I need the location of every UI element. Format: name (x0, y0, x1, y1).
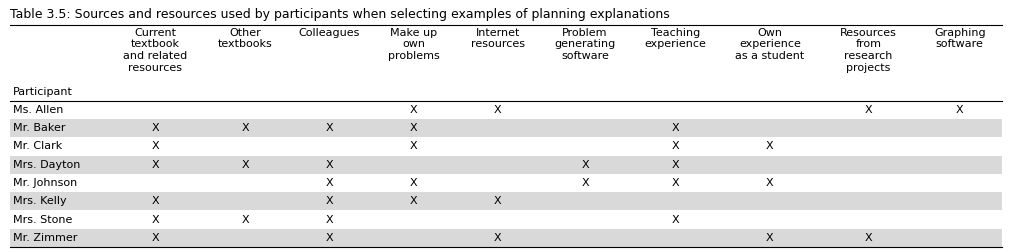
Text: Teaching
experience: Teaching experience (644, 28, 706, 49)
Text: X: X (409, 178, 417, 188)
Text: X: X (242, 160, 249, 170)
Text: X: X (152, 196, 159, 206)
Text: Mrs. Kelly: Mrs. Kelly (13, 196, 67, 206)
Bar (10, 156, 1001, 174)
Bar (10, 229, 1001, 247)
Text: X: X (863, 233, 871, 243)
Text: X: X (580, 178, 588, 188)
Text: X: X (409, 105, 417, 115)
Text: Mrs. Stone: Mrs. Stone (13, 214, 73, 225)
Text: Other
textbooks: Other textbooks (217, 28, 272, 49)
Text: Mrs. Dayton: Mrs. Dayton (13, 160, 81, 170)
Text: X: X (671, 178, 678, 188)
Text: X: X (863, 105, 871, 115)
Text: Make up
own
problems: Make up own problems (387, 28, 439, 61)
Text: X: X (765, 178, 772, 188)
Text: X: X (242, 214, 249, 225)
Text: Mr. Baker: Mr. Baker (13, 123, 66, 133)
Text: X: X (409, 141, 417, 151)
Text: X: X (326, 233, 333, 243)
Text: X: X (671, 214, 678, 225)
Text: X: X (326, 196, 333, 206)
Text: X: X (326, 178, 333, 188)
Text: X: X (152, 141, 159, 151)
Text: X: X (765, 233, 772, 243)
Text: X: X (493, 196, 501, 206)
Text: X: X (152, 160, 159, 170)
Text: X: X (409, 196, 417, 206)
Bar (10, 192, 1001, 210)
Bar (10, 119, 1001, 137)
Text: X: X (493, 105, 501, 115)
Text: X: X (409, 123, 417, 133)
Text: X: X (152, 214, 159, 225)
Text: X: X (493, 233, 501, 243)
Text: Problem
generating
software: Problem generating software (554, 28, 615, 61)
Text: Mr. Zimmer: Mr. Zimmer (13, 233, 78, 243)
Text: Mr. Johnson: Mr. Johnson (13, 178, 77, 188)
Text: X: X (152, 123, 159, 133)
Text: X: X (326, 160, 333, 170)
Text: X: X (765, 141, 772, 151)
Text: X: X (955, 105, 962, 115)
Text: Participant: Participant (13, 87, 73, 97)
Text: X: X (326, 214, 333, 225)
Text: Graphing
software: Graphing software (933, 28, 985, 49)
Text: X: X (326, 123, 333, 133)
Text: Mr. Clark: Mr. Clark (13, 141, 63, 151)
Text: X: X (152, 233, 159, 243)
Text: X: X (671, 160, 678, 170)
Text: Ms. Allen: Ms. Allen (13, 105, 64, 115)
Text: Colleagues: Colleagues (298, 28, 360, 38)
Text: X: X (671, 141, 678, 151)
Text: Table 3.5: Sources and resources used by participants when selecting examples of: Table 3.5: Sources and resources used by… (10, 8, 669, 21)
Text: Resources
from
research
projects: Resources from research projects (839, 28, 896, 73)
Text: Own
experience
as a student: Own experience as a student (735, 28, 804, 61)
Text: X: X (580, 160, 588, 170)
Text: X: X (671, 123, 678, 133)
Text: Current
textbook
and related
resources: Current textbook and related resources (123, 28, 187, 73)
Text: X: X (242, 123, 249, 133)
Text: Internet
resources: Internet resources (470, 28, 525, 49)
